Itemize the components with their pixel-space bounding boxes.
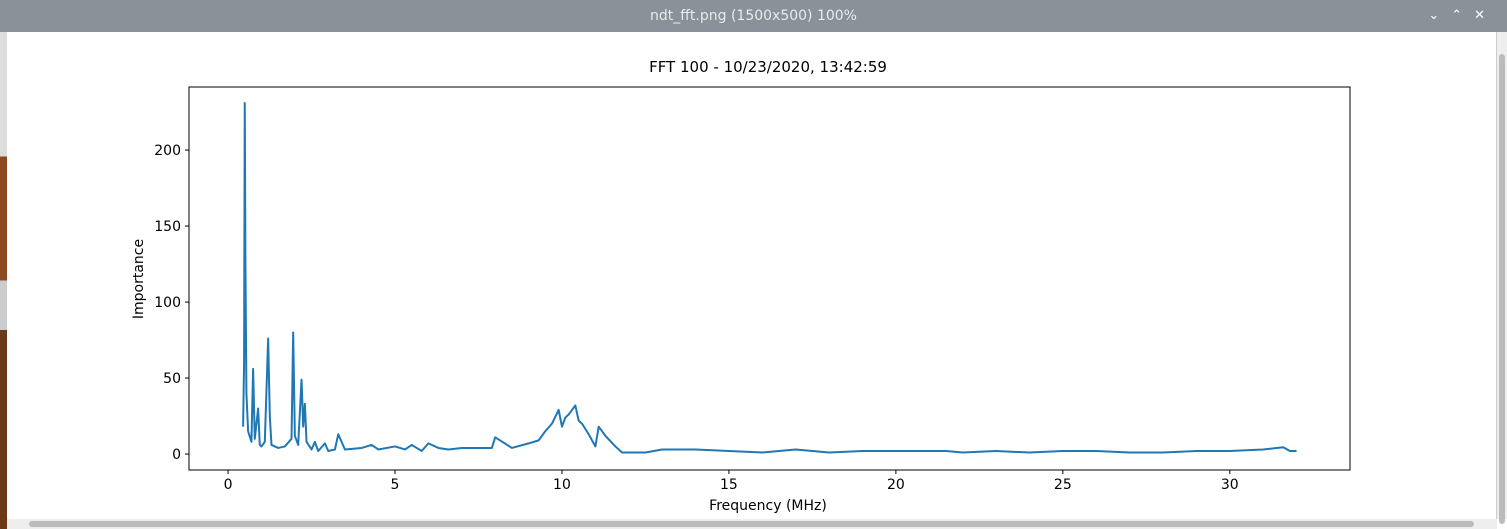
scroll-thumb[interactable] [29, 521, 1474, 527]
y-tick-label: 50 [163, 371, 181, 387]
x-tick-label: 15 [720, 477, 738, 493]
title-bar: ndt_fft.png (1500x500) 100% ⌄⌃✕ [0, 0, 1507, 32]
y-axis-label: Importance [131, 239, 147, 319]
window-title: ndt_fft.png (1500x500) 100% [650, 8, 857, 24]
y-tick-label: 100 [154, 295, 181, 311]
chart-title: FFT 100 - 10/23/2020, 13:42:59 [649, 58, 887, 76]
chart: FFT 100 - 10/23/2020, 13:42:59 Frequency… [131, 58, 1351, 514]
data-line [242, 101, 1297, 454]
x-tick-label: 0 [224, 477, 233, 493]
x-axis-label: Frequency (MHz) [709, 498, 827, 514]
x-tick-label: 5 [391, 477, 400, 493]
x-tick-label: 30 [1221, 477, 1239, 493]
x-tick-label: 10 [553, 477, 571, 493]
y-tick-label: 150 [154, 219, 181, 235]
vertical-scrollbar[interactable] [1496, 32, 1507, 524]
plot-frame [188, 86, 1351, 471]
window-buttons[interactable]: ⌄⌃✕ [1428, 8, 1497, 23]
x-tick-label: 20 [887, 477, 905, 493]
x-tick-label: 25 [1054, 477, 1072, 493]
y-tick-label: 0 [172, 447, 181, 463]
desktop-edge [0, 32, 7, 529]
horizontal-scrollbar[interactable] [7, 519, 1497, 529]
scroll-thumb[interactable] [1499, 54, 1505, 524]
y-tick-label: 200 [154, 143, 181, 159]
